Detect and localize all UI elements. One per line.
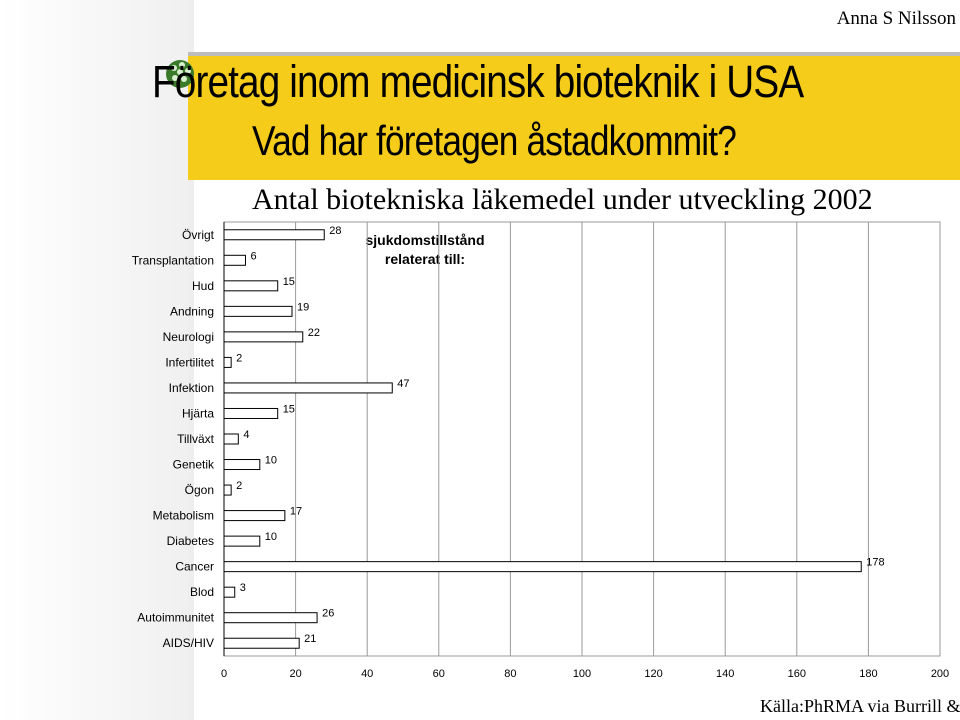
bar: [223, 305, 293, 317]
title-banner: [188, 52, 960, 180]
bar: [223, 229, 325, 241]
category-label: Metabolism: [153, 509, 214, 523]
value-label: 22: [308, 327, 320, 339]
x-tick-label: 100: [573, 668, 591, 680]
value-label: 10: [265, 531, 277, 543]
bar: [223, 459, 261, 471]
value-label: 10: [265, 455, 277, 467]
banner-top-line: [188, 52, 960, 56]
bar: [223, 433, 239, 445]
bar: [223, 637, 300, 649]
bar: [223, 407, 279, 419]
sidebar-band: [188, 0, 194, 720]
x-tick-label: 40: [361, 668, 373, 680]
molecule-logo-icon: [166, 60, 194, 88]
bar: [223, 331, 304, 343]
x-tick-label: 80: [504, 668, 516, 680]
annotation-line-2: relaterat till:: [384, 251, 466, 267]
value-label: 17: [290, 506, 302, 518]
value-label: 28: [329, 225, 341, 237]
value-label: 6: [250, 250, 256, 262]
x-tick-label: 0: [221, 668, 227, 680]
x-tick-label: 180: [859, 668, 877, 680]
bar: [223, 510, 286, 522]
value-label: 2: [236, 352, 242, 364]
category-label: Tillväxt: [177, 432, 215, 446]
bar: [223, 612, 318, 624]
source-credit: Källa:PhRMA via Burrill & Co: [760, 696, 960, 716]
category-label: Hjärta: [182, 406, 214, 420]
x-tick-label: 160: [788, 668, 806, 680]
category-label: Övrigt: [182, 228, 215, 242]
bar: [223, 254, 246, 266]
bar: [223, 280, 279, 292]
bar: [223, 356, 232, 368]
bar: [223, 586, 236, 598]
category-label: Infertilitet: [165, 355, 214, 369]
category-label: Ögon: [185, 483, 214, 497]
category-label: Andning: [170, 304, 214, 318]
chart-title: Antal biotekniska läkemedel under utveck…: [252, 183, 873, 216]
x-tick-label: 140: [716, 668, 734, 680]
value-label: 4: [243, 429, 249, 441]
category-label: Neurologi: [163, 330, 214, 344]
bar: [223, 561, 862, 573]
x-tick-label: 200: [931, 668, 949, 680]
chart-annotation: sjukdomstillstånd relaterat till:: [350, 231, 500, 269]
value-label: 47: [397, 378, 409, 390]
category-label: Blod: [190, 585, 214, 599]
value-label: 15: [283, 276, 295, 288]
category-label: Infektion: [169, 381, 214, 395]
value-label: 21: [304, 633, 316, 645]
value-label: 178: [866, 557, 884, 569]
bar: [223, 484, 232, 496]
value-label: 15: [283, 403, 295, 415]
annotation-line-1: sjukdomstillstånd: [365, 232, 485, 248]
category-label: Hud: [192, 279, 214, 293]
category-label: Cancer: [175, 560, 214, 574]
value-label: 3: [240, 582, 246, 594]
page-title: Företag inom medicinsk bioteknik i USA: [152, 56, 804, 107]
x-tick-label: 20: [289, 668, 301, 680]
value-label: 26: [322, 608, 334, 620]
bar: [223, 535, 261, 547]
category-label: Genetik: [173, 458, 215, 472]
category-label: Transplantation: [132, 253, 214, 267]
bar: [223, 382, 393, 394]
category-label: AIDS/HIV: [163, 636, 214, 650]
page-subtitle: Vad har företagen åstadkommit?: [252, 117, 737, 164]
value-label: 2: [236, 480, 242, 492]
x-tick-label: 120: [644, 668, 662, 680]
value-label: 19: [297, 301, 309, 313]
x-tick-label: 60: [433, 668, 445, 680]
category-label: Diabetes: [167, 534, 214, 548]
author-name: Anna S Nilsson: [836, 8, 956, 29]
category-label: Autoimmunitet: [137, 611, 214, 625]
sidebar-gradient: [0, 0, 188, 720]
